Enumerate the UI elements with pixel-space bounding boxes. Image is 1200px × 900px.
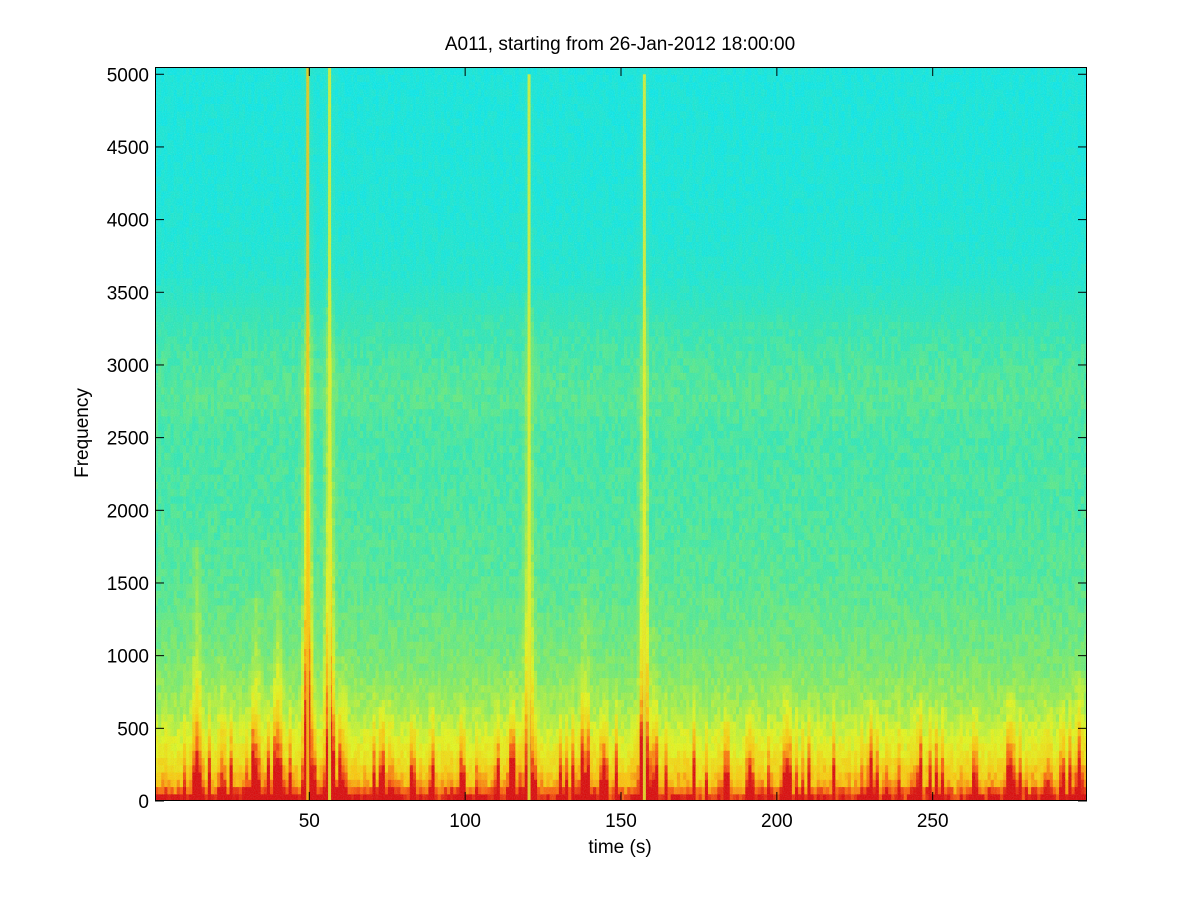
figure: 50 100 150 200 250 0 500 1000 1500 2000 2500 3000 3… <box>72 34 1087 858</box>
spectrogram-chart: 50 100 150 200 250 0500100015002000250030003… <box>72 34 1087 858</box>
